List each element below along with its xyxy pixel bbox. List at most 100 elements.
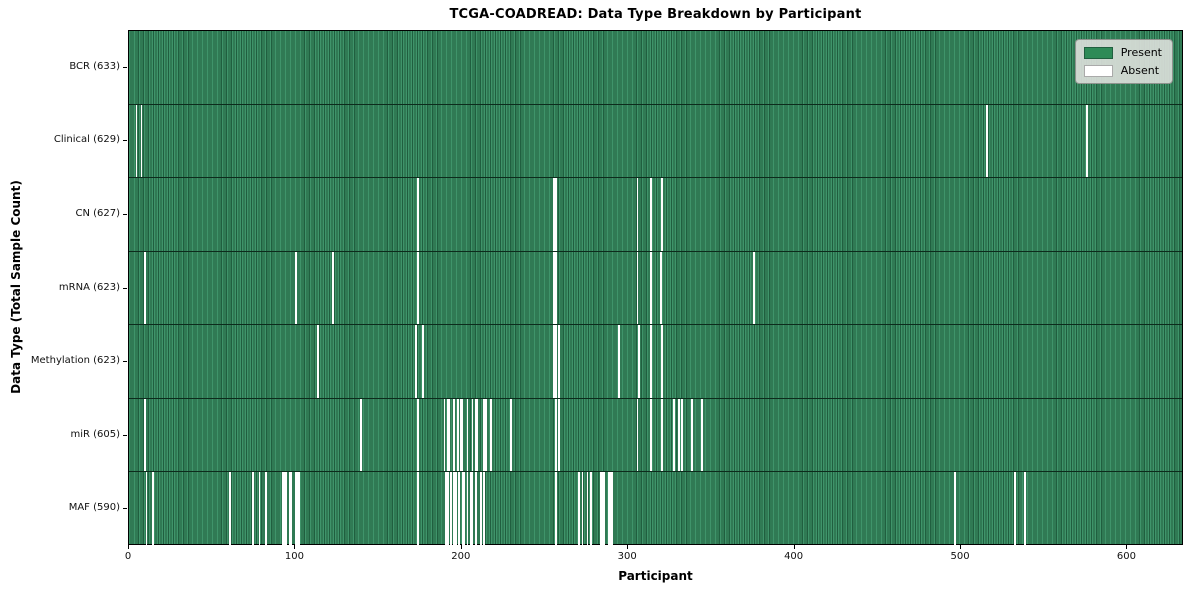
absent-line: [659, 251, 662, 325]
y-tick-mark: [123, 140, 127, 142]
absent-line: [458, 472, 461, 546]
chart-row-clinical: [129, 104, 1182, 179]
absent-line: [681, 398, 684, 472]
absent-line: [258, 472, 261, 546]
absent-line: [282, 472, 284, 546]
absent-line: [661, 398, 664, 472]
absent-line: [140, 104, 143, 178]
absent-line: [554, 325, 557, 398]
y-tick-label-methylation: Methylation (623): [30, 355, 120, 367]
absent-line: [466, 472, 469, 546]
absent-line: [611, 472, 614, 546]
x-tick-mark: [460, 545, 462, 549]
absent-line: [603, 472, 605, 546]
absent-line: [553, 178, 556, 251]
y-tick-mark: [123, 508, 127, 510]
absent-line: [470, 472, 472, 546]
y-tick-mark: [123, 287, 127, 289]
chart-row-mir: [129, 398, 1182, 473]
absent-line: [228, 472, 231, 546]
absent-line: [636, 251, 639, 325]
absent-line: [143, 398, 146, 472]
x-tick-mark: [1126, 545, 1128, 549]
y-tick-label-bcr: BCR (633): [69, 60, 120, 72]
absent-line: [295, 472, 298, 546]
absent-line: [416, 251, 419, 325]
y-tick-mark: [123, 66, 127, 68]
x-tick-label: 0: [124, 551, 132, 562]
absent-line: [483, 472, 486, 546]
absent-line: [554, 251, 557, 325]
absent-line: [290, 472, 293, 546]
x-tick-mark: [793, 545, 795, 549]
absent-line: [450, 472, 452, 546]
absent-line: [554, 398, 557, 472]
absent-line: [453, 398, 456, 472]
legend-label-present: Present: [1120, 46, 1162, 59]
absent-line: [649, 325, 652, 398]
absent-line: [448, 398, 451, 472]
x-tick-label: 200: [451, 551, 471, 562]
absent-line: [252, 472, 254, 546]
absent-line: [297, 472, 299, 546]
absent-line: [510, 398, 512, 472]
x-tick-label: 300: [617, 551, 637, 562]
absent-line: [581, 472, 584, 546]
absent-line: [143, 251, 146, 325]
absent-line: [455, 472, 457, 546]
absent-line: [954, 472, 957, 546]
absent-line: [415, 325, 417, 398]
absent-line: [673, 398, 675, 472]
absent-line: [466, 398, 469, 472]
absent-line: [443, 398, 446, 472]
absent-line: [463, 472, 466, 546]
absent-line: [145, 472, 148, 546]
absent-line: [283, 472, 286, 546]
x-tick-label: 500: [950, 551, 970, 562]
absent-line: [298, 472, 301, 546]
absent-line: [601, 472, 604, 546]
absent-line: [753, 251, 755, 325]
absent-line: [649, 178, 652, 251]
absent-line: [558, 325, 560, 398]
absent-line: [285, 472, 288, 546]
chart-title: TCGA-COADREAD: Data Type Breakdown by Pa…: [449, 7, 862, 22]
plot-area: Present Absent: [128, 30, 1183, 546]
absent-line: [476, 398, 479, 472]
absent-line: [608, 472, 610, 546]
x-tick-mark: [294, 545, 296, 549]
absent-line: [1024, 472, 1026, 546]
absent-line: [1085, 104, 1088, 178]
absent-line: [609, 472, 612, 546]
absent-line: [589, 472, 592, 546]
absent-line: [554, 178, 557, 251]
legend-entry-present: Present: [1083, 46, 1162, 59]
absent-line: [661, 178, 664, 251]
absent-line: [265, 472, 268, 546]
y-tick-label-mrna: mRNA (623): [58, 281, 120, 293]
legend-swatch-absent: [1083, 64, 1113, 77]
absent-line: [1014, 472, 1016, 546]
y-tick-mark: [123, 213, 127, 215]
x-tick-mark: [627, 545, 629, 549]
absent-line: [701, 398, 704, 472]
absent-line: [985, 104, 988, 178]
absent-line: [332, 251, 334, 325]
x-tick-label: 400: [784, 551, 804, 562]
absent-line: [599, 472, 602, 546]
absent-line: [636, 398, 639, 472]
absent-line: [453, 472, 456, 546]
absent-line: [649, 398, 652, 472]
absent-line: [649, 251, 652, 325]
absent-line: [586, 472, 589, 546]
absent-line: [416, 178, 419, 251]
legend: Present Absent: [1074, 39, 1173, 84]
absent-line: [480, 472, 482, 546]
legend-swatch-present: [1083, 46, 1113, 59]
y-tick-label-cn: CN (627): [75, 207, 120, 219]
y-tick-mark: [123, 434, 127, 436]
absent-line: [578, 472, 580, 546]
chart-row-mrna: [129, 251, 1182, 326]
y-tick-label-maf: MAF (590): [68, 502, 120, 514]
